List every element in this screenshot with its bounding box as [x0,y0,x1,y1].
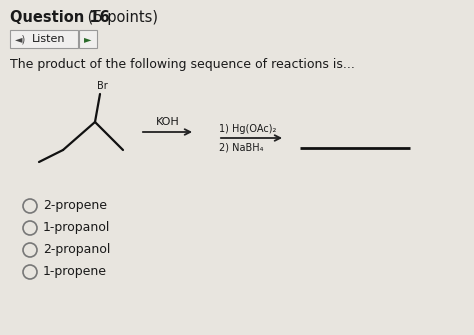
Text: 2-propanol: 2-propanol [43,244,110,257]
Text: The product of the following sequence of reactions is...: The product of the following sequence of… [10,58,355,71]
Text: Br: Br [97,81,108,91]
Circle shape [23,265,37,279]
Text: 1-propene: 1-propene [43,266,107,278]
FancyBboxPatch shape [79,30,97,48]
Text: Question 16: Question 16 [10,10,110,25]
Text: 2-propene: 2-propene [43,200,107,212]
Text: (5 points): (5 points) [83,10,158,25]
Circle shape [23,221,37,235]
Text: 2) NaBH₄: 2) NaBH₄ [219,143,264,153]
Circle shape [23,199,37,213]
Text: Listen: Listen [32,34,65,44]
Text: 1-propanol: 1-propanol [43,221,110,234]
FancyBboxPatch shape [10,30,78,48]
Text: KOH: KOH [155,117,179,127]
Text: 1) Hg(OAc)₂: 1) Hg(OAc)₂ [219,124,276,134]
Circle shape [23,243,37,257]
Text: ◄): ◄) [15,34,26,44]
Text: ►: ► [84,34,92,44]
